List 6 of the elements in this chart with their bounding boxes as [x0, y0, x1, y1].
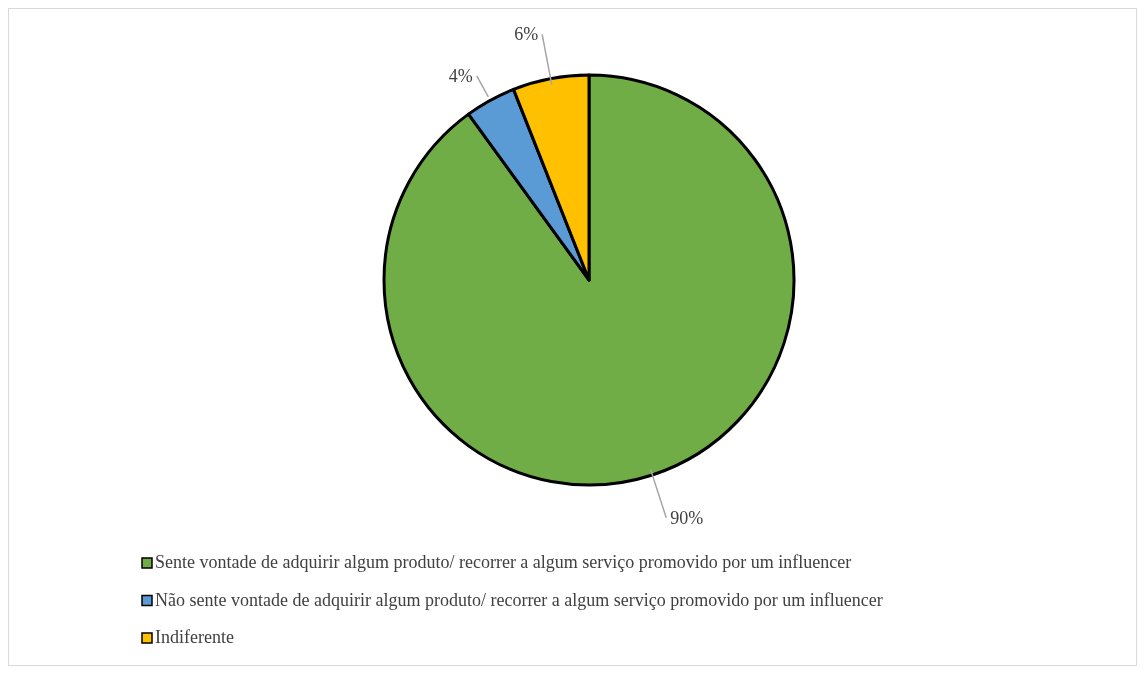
legend-label: Sente vontade de adquirir algum produto/ recorrer a algum serviço promovido por um influencer [155, 552, 852, 572]
legend-label: Não sente vontade de adquirir algum produto/ recorrer a algum serviço promovido por um influencer [155, 589, 883, 610]
legend-label: Indiferente [155, 627, 234, 647]
data-label: 6% [514, 24, 539, 45]
data-label: 4% [448, 65, 473, 86]
data-label: 90% [670, 507, 704, 528]
